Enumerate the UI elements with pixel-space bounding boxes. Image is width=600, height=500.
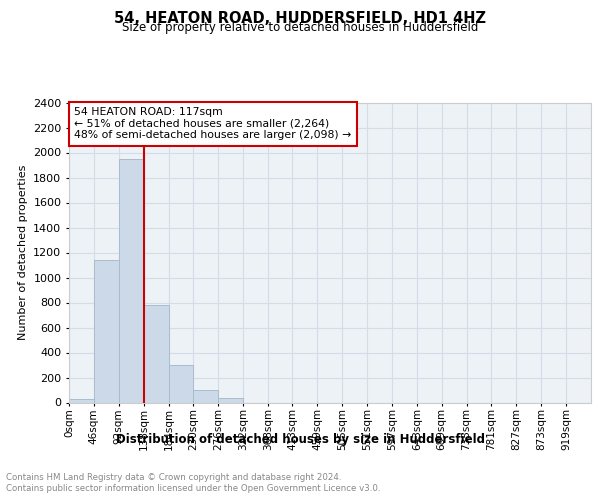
Bar: [119, 159, 143, 402]
Bar: [69, 399, 94, 402]
Bar: [94, 260, 119, 402]
Text: Contains public sector information licensed under the Open Government Licence v3: Contains public sector information licen…: [6, 484, 380, 493]
Text: Distribution of detached houses by size in Huddersfield: Distribution of detached houses by size …: [115, 432, 485, 446]
Text: 54 HEATON ROAD: 117sqm
← 51% of detached houses are smaller (2,264)
48% of semi-: 54 HEATON ROAD: 117sqm ← 51% of detached…: [74, 107, 352, 140]
Text: Contains HM Land Registry data © Crown copyright and database right 2024.: Contains HM Land Registry data © Crown c…: [6, 472, 341, 482]
Text: 54, HEATON ROAD, HUDDERSFIELD, HD1 4HZ: 54, HEATON ROAD, HUDDERSFIELD, HD1 4HZ: [114, 11, 486, 26]
Text: Size of property relative to detached houses in Huddersfield: Size of property relative to detached ho…: [122, 21, 478, 34]
Y-axis label: Number of detached properties: Number of detached properties: [17, 165, 28, 340]
Bar: [193, 390, 218, 402]
Bar: [169, 365, 193, 403]
Bar: [218, 398, 243, 402]
Bar: [143, 305, 169, 402]
